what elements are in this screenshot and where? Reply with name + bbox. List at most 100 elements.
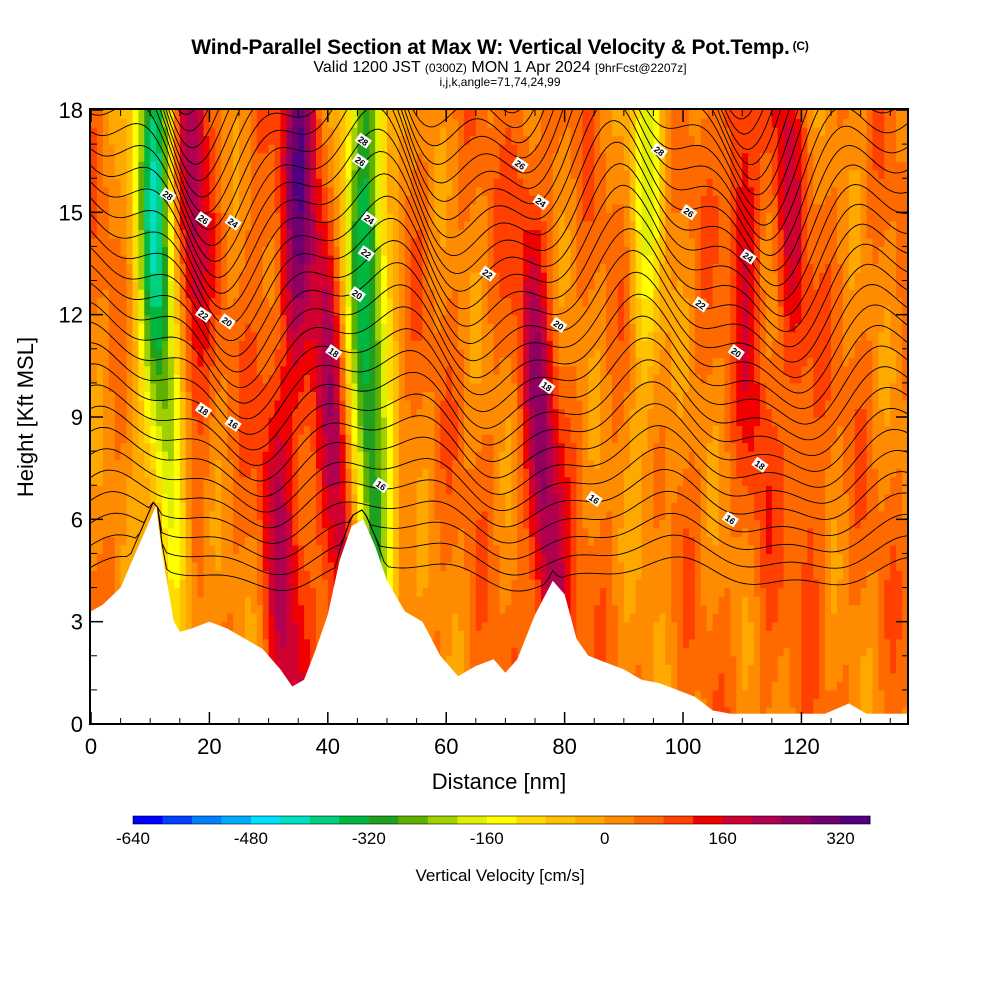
velocity-cell [209,553,216,563]
velocity-cell [96,391,104,401]
velocity-cell [162,434,169,444]
velocity-cell [179,220,187,230]
velocity-cell [185,220,193,230]
velocity-cell [144,408,151,418]
velocity-cell [108,110,116,120]
velocity-cell [244,442,252,452]
velocity-cell [114,169,122,179]
velocity-cell [339,152,347,162]
velocity-cell [197,297,205,307]
velocity-cell [179,510,187,520]
velocity-cell [244,468,252,478]
velocity-cell [179,161,187,171]
velocity-cell [179,502,187,512]
velocity-cell [250,306,258,316]
velocity-cell [481,655,489,665]
velocity-cell [392,561,400,572]
velocity-cell [422,314,430,324]
velocity-cell [91,476,98,486]
velocity-cell [363,459,370,469]
velocity-cell [286,280,293,290]
velocity-cell [197,596,205,606]
velocity-cell [310,493,317,503]
velocity-cell [375,485,382,495]
velocity-cell [440,161,447,171]
velocity-cell [250,638,258,648]
velocity-cell [304,331,311,341]
velocity-cell [333,152,341,162]
velocity-cell [410,493,418,503]
velocity-cell [481,357,489,367]
velocity-cell [256,237,264,248]
velocity-cell [292,254,299,265]
velocity-cell [233,485,240,495]
velocity-cell [387,519,394,529]
velocity-cell [333,468,341,478]
velocity-cell [203,613,211,623]
velocity-cell [321,212,329,222]
velocity-cell [280,382,287,393]
velocity-cell [434,621,441,631]
velocity-cell [126,459,134,469]
velocity-cell [108,280,116,290]
velocity-cell [487,195,495,205]
velocity-cell [108,306,116,316]
velocity-cell [91,289,98,299]
velocity-cell [108,502,116,512]
velocity-cell [298,306,305,316]
velocity-cell [315,135,323,145]
velocity-cell [422,485,430,495]
velocity-cell [280,237,287,248]
velocity-cell [345,280,353,290]
velocity-cell [315,144,323,154]
velocity-cell [357,357,364,367]
velocity-cell [428,417,435,427]
velocity-cell [96,425,104,435]
velocity-cell [167,579,175,589]
velocity-cell [215,553,222,563]
velocity-cell [233,468,240,478]
velocity-cell [310,399,317,410]
velocity-cell [469,246,477,256]
velocity-cell [227,604,234,614]
velocity-cell [304,306,311,316]
velocity-cell [167,127,175,137]
velocity-cell [286,493,293,503]
velocity-cell [422,553,430,563]
velocity-cell [321,579,329,589]
velocity-cell [256,220,264,230]
velocity-cell [446,161,453,171]
velocity-cell [369,348,376,358]
velocity-cell [292,152,299,162]
velocity-cell [156,229,163,239]
velocity-cell [256,135,264,145]
velocity-cell [410,144,418,154]
velocity-cell [315,391,323,401]
velocity-cell [96,527,104,537]
velocity-cell [244,203,252,213]
velocity-cell [298,587,305,597]
velocity-cell [173,459,181,469]
velocity-cell [369,527,376,537]
velocity-cell [286,212,293,222]
velocity-cell [381,468,388,478]
velocity-cell [150,263,157,273]
velocity-cell [292,212,299,222]
velocity-cell [333,331,341,341]
velocity-cell [256,604,264,614]
velocity-cell [310,621,317,631]
velocity-cell [333,374,341,384]
velocity-cell [233,374,240,384]
velocity-cell [162,263,169,273]
velocity-cell [463,220,471,230]
velocity-cell [167,459,175,469]
velocity-cell [144,110,151,120]
velocity-cell [357,110,364,120]
velocity-cell [227,451,234,461]
velocity-cell [310,314,317,324]
chart-title: Wind-Parallel Section at Max W: Vertical… [0,36,1000,60]
velocity-cell [280,289,287,299]
velocity-cell [363,391,370,401]
velocity-cell [463,647,471,657]
velocity-cell [286,417,293,427]
